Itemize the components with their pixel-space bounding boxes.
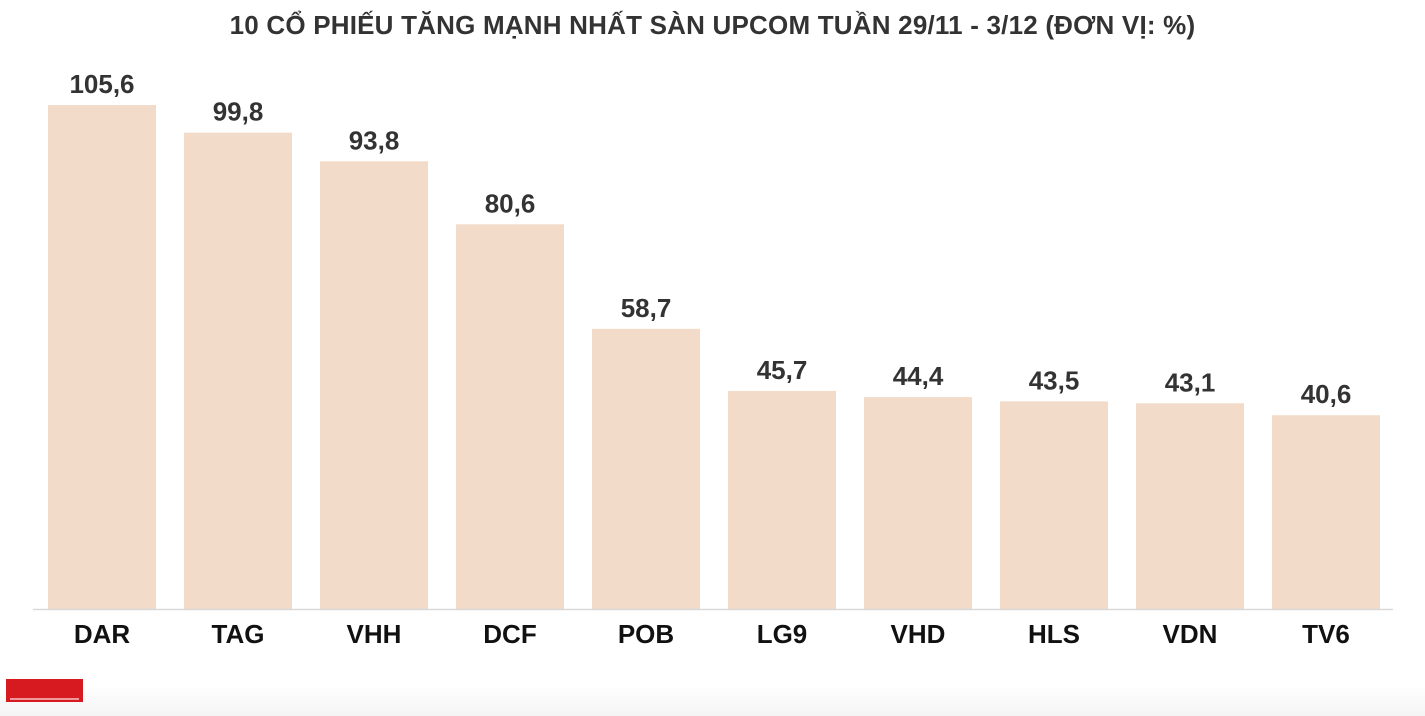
bar-vhh <box>320 161 428 609</box>
vneconomy-logo <box>6 679 83 702</box>
bar-dar <box>48 105 156 609</box>
footer-band <box>0 686 1425 716</box>
bar-value-label-vhh: 93,8 <box>349 125 400 155</box>
x-tick-label-dcf: DCF <box>483 619 536 649</box>
bars-layer <box>48 105 1380 609</box>
x-tick-label-vhh: VHH <box>347 619 402 649</box>
bar-tag <box>184 132 292 609</box>
x-tick-label-dar: DAR <box>74 619 131 649</box>
x-tick-label-vdn: VDN <box>1163 619 1218 649</box>
bar-value-label-dar: 105,6 <box>69 69 134 99</box>
x-tick-label-vhd: VHD <box>891 619 946 649</box>
bar-lg9 <box>728 390 836 609</box>
bar-value-label-pob: 58,7 <box>621 293 672 323</box>
x-tick-label-tag: TAG <box>212 619 265 649</box>
x-tick-label-pob: POB <box>618 619 674 649</box>
bar-value-label-tv6: 40,6 <box>1301 379 1352 409</box>
x-tick-label-tv6: TV6 <box>1302 619 1350 649</box>
x-tick-label-lg9: LG9 <box>757 619 808 649</box>
bar-hls <box>1000 401 1108 609</box>
value-labels-layer: 105,6 99,8 93,8 80,6 58,7 45,7 44,4 43,5 43,1 40,… <box>69 69 1351 409</box>
x-tick-label-hls: HLS <box>1028 619 1080 649</box>
bar-value-label-dcf: 80,6 <box>485 188 536 218</box>
bar-value-label-vhd: 44,4 <box>893 361 944 391</box>
bar-value-label-hls: 43,5 <box>1029 365 1080 395</box>
bar-value-label-tag: 99,8 <box>213 97 264 127</box>
bar-dcf <box>456 224 564 609</box>
bar-pob <box>592 328 700 609</box>
x-tick-labels-layer: DAR TAG VHH DCF POB LG9 VHD HLS VDN TV6 <box>74 619 1350 649</box>
bar-tv6 <box>1272 415 1380 609</box>
bar-value-label-vdn: 43,1 <box>1165 367 1216 397</box>
bar-vdn <box>1136 403 1244 609</box>
bar-value-label-lg9: 45,7 <box>757 355 808 385</box>
bar-vhd <box>864 397 972 609</box>
chart-title: 10 CỔ PHIẾU TĂNG MẠNH NHẤT SÀN UPCOM TUẦ… <box>229 10 1196 40</box>
